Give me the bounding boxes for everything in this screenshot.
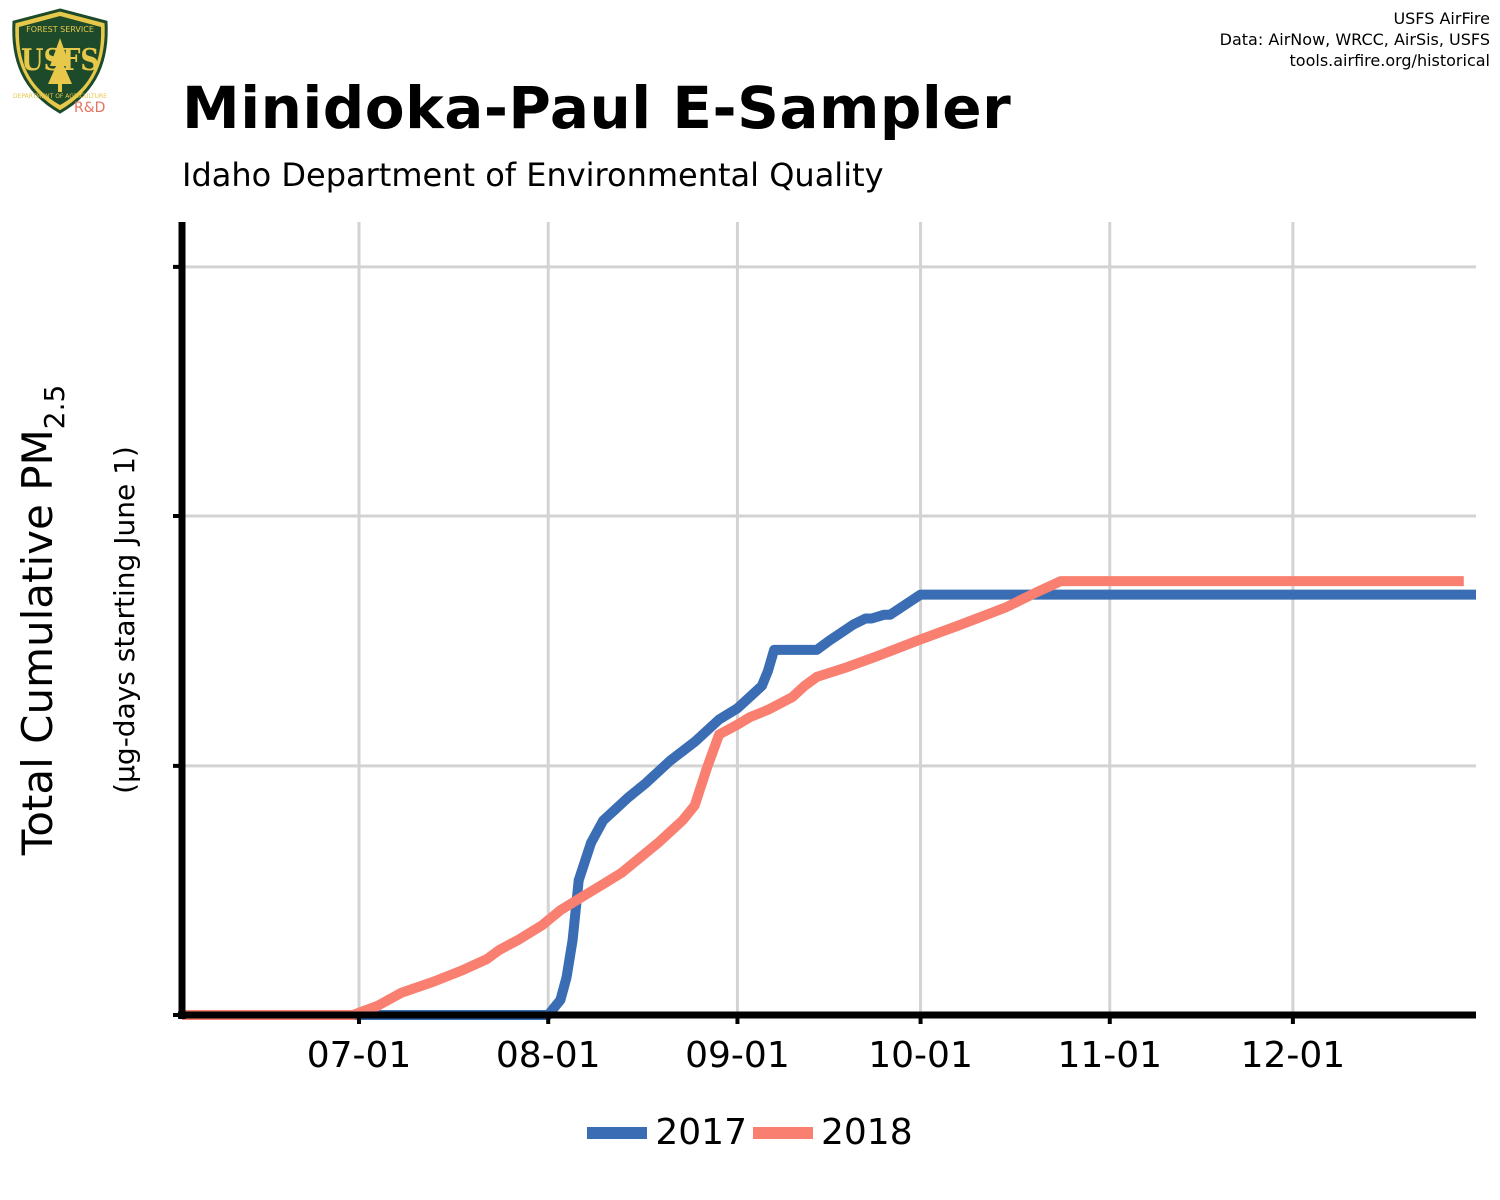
legend-swatch-2018 [753, 1126, 813, 1139]
x-tick-label: 12-01 [1241, 1035, 1346, 1076]
credit-line: tools.airfire.org/historical [1289, 51, 1490, 70]
credit-line: Data: AirNow, WRCC, AirSis, USFS [1219, 30, 1490, 49]
logo-text-top: FOREST SERVICE [26, 25, 94, 34]
x-tick-labels: 07-01 08-01 09-01 10-01 11-01 12-01 [307, 1035, 1345, 1076]
credit-line: USFS AirFire [1393, 9, 1490, 28]
rd-badge: R&D [74, 100, 106, 116]
y-axis-label-subscript: 2.5 [38, 385, 71, 430]
x-tick-label: 07-01 [307, 1035, 412, 1076]
y-axis-title: Total Cumulative PM2.5 [13, 385, 71, 857]
svg-text:Total Cumulative PM2.5: Total Cumulative PM2.5 [13, 385, 71, 857]
x-tick-label: 09-01 [685, 1035, 790, 1076]
x-tick-label: 08-01 [496, 1035, 601, 1076]
legend: 2017 2018 [0, 1112, 1500, 1153]
x-tick-label: 11-01 [1057, 1035, 1162, 1076]
credits: USFS AirFire Data: AirNow, WRCC, AirSis,… [1220, 8, 1490, 71]
logo-text-bottom: DEPARTMENT OF AGRICULTURE [13, 93, 107, 100]
x-tick-label: 10-01 [868, 1035, 973, 1076]
legend-swatch-2017 [587, 1126, 648, 1139]
series-line-2018 [182, 576, 1464, 1020]
chart-title: Minidoka-Paul E-Sampler [182, 74, 1012, 142]
y-axis-label-main: Total Cumulative PM [13, 429, 62, 856]
axes [173, 222, 1476, 1024]
legend-label-2017: 2017 [655, 1112, 747, 1153]
usfs-logo: FOREST SERVICE USFS DEPARTMENT OF AGRICU… [6, 8, 114, 118]
legend-item-2017: 2017 [587, 1112, 747, 1153]
usfs-shield-icon: FOREST SERVICE USFS DEPARTMENT OF AGRICU… [12, 8, 108, 114]
chart-subtitle: Idaho Department of Environmental Qualit… [182, 156, 884, 194]
series-line-2017 [182, 589, 1476, 1020]
series-lines [182, 576, 1476, 1020]
legend-item-2018: 2018 [753, 1112, 913, 1153]
y-axis-units-label: (µg-days starting June 1) [108, 446, 141, 794]
legend-label-2018: 2018 [821, 1112, 913, 1153]
grid [182, 222, 1476, 1015]
